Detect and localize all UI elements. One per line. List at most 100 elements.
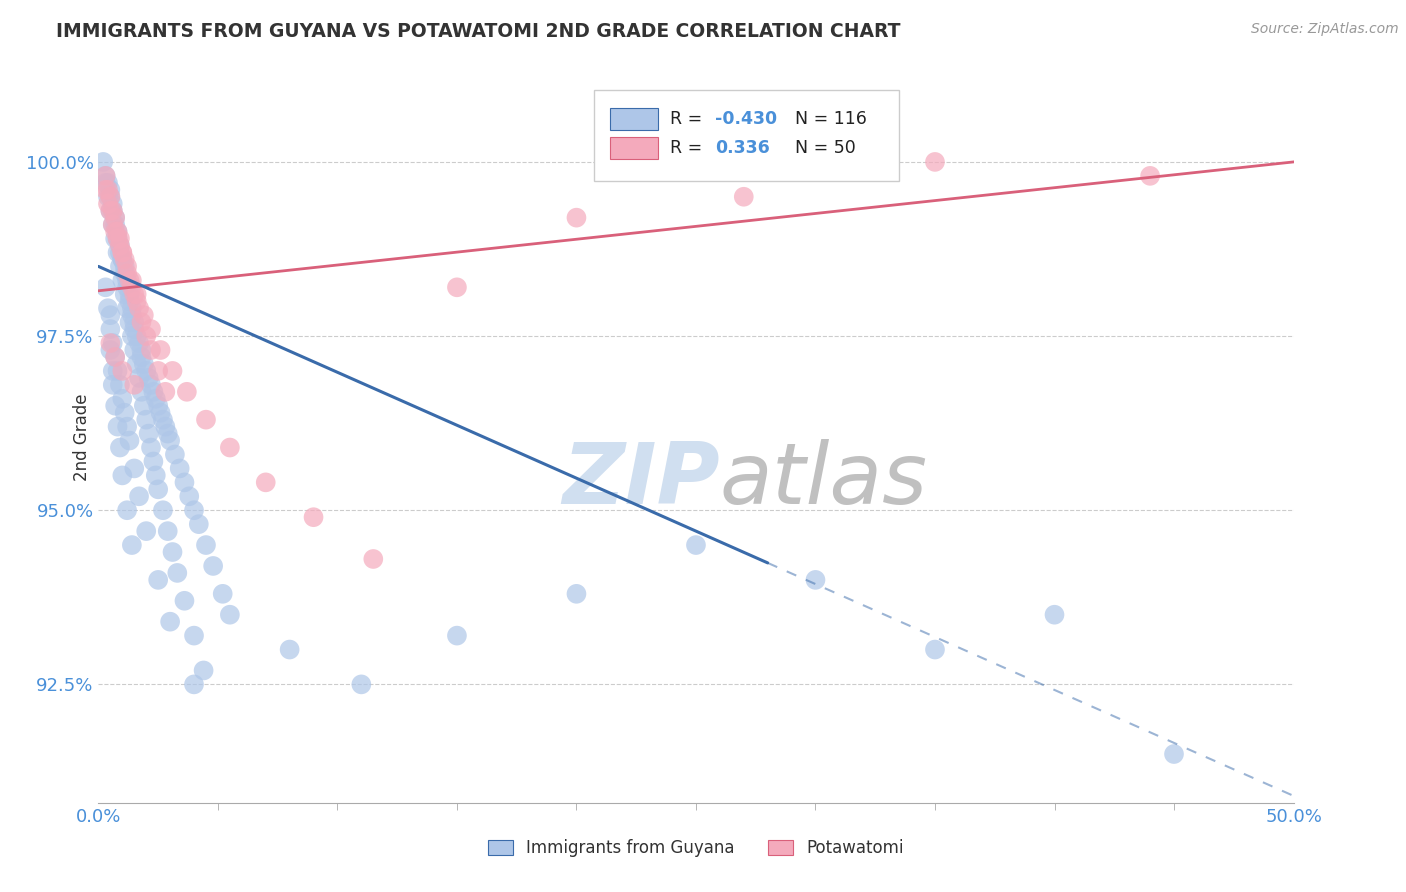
Point (145, 468, 167, 483)
Point (97, 176, 120, 190)
Point (104, 218, 127, 232)
Point (565, 587, 588, 601)
Point (91, 155, 114, 169)
Point (131, 384, 153, 399)
Point (124, 377, 146, 392)
Point (804, 573, 827, 587)
Point (111, 468, 134, 483)
Point (302, 510, 325, 524)
Point (139, 441, 162, 455)
Point (139, 322, 162, 336)
Point (121, 273, 143, 287)
Point (219, 607, 242, 622)
Point (128, 336, 150, 351)
Point (202, 558, 225, 573)
Point (115, 503, 138, 517)
Point (132, 399, 155, 413)
Point (94, 169, 117, 183)
Point (1163, 747, 1185, 761)
Point (115, 301, 138, 316)
Bar (610, 108, 658, 130)
Point (111, 245, 134, 260)
Point (166, 566, 188, 580)
Point (163, 448, 186, 462)
Point (138, 426, 160, 441)
Point (685, 538, 707, 552)
Point (179, 489, 201, 503)
Text: 0.336: 0.336 (716, 139, 770, 157)
Point (114, 287, 136, 301)
Point (111, 392, 134, 406)
Text: R =: R = (669, 139, 713, 157)
Text: -0.430: -0.430 (716, 110, 778, 128)
Point (114, 406, 136, 420)
Point (111, 252, 134, 267)
Point (108, 260, 131, 274)
Point (118, 294, 141, 309)
Point (132, 308, 155, 322)
Point (101, 203, 124, 218)
Point (149, 343, 172, 357)
Point (1043, 607, 1066, 622)
Point (107, 364, 129, 378)
Point (111, 252, 134, 267)
Point (148, 573, 170, 587)
Point (118, 315, 141, 329)
Point (124, 322, 146, 336)
Point (107, 225, 129, 239)
Point (254, 475, 277, 490)
Point (101, 377, 124, 392)
Point (121, 301, 143, 316)
Point (125, 329, 148, 343)
Point (139, 343, 162, 357)
Point (148, 399, 170, 413)
Point (104, 399, 127, 413)
Legend: Immigrants from Guyana, Potawatomi: Immigrants from Guyana, Potawatomi (481, 832, 911, 864)
Point (108, 238, 131, 252)
Point (132, 357, 155, 371)
Point (187, 517, 209, 532)
Point (135, 329, 157, 343)
Point (124, 315, 146, 329)
Point (135, 524, 157, 538)
Point (114, 260, 136, 274)
Point (924, 642, 946, 657)
Point (219, 441, 242, 455)
Point (104, 211, 127, 225)
Y-axis label: 2nd Grade: 2nd Grade (73, 393, 91, 481)
Point (115, 260, 138, 274)
Point (1139, 169, 1161, 183)
Point (195, 412, 218, 426)
Point (98, 190, 122, 204)
Point (101, 218, 124, 232)
Point (193, 664, 215, 678)
Point (128, 489, 150, 503)
Point (107, 419, 129, 434)
Point (145, 392, 167, 406)
Point (446, 280, 468, 294)
Point (121, 329, 143, 343)
Point (104, 211, 127, 225)
Point (155, 384, 177, 399)
Text: IMMIGRANTS FROM GUYANA VS POTAWATOMI 2ND GRADE CORRELATION CHART: IMMIGRANTS FROM GUYANA VS POTAWATOMI 2ND… (56, 22, 901, 41)
Point (98, 343, 122, 357)
Point (148, 364, 170, 378)
Point (101, 218, 124, 232)
Point (135, 364, 157, 378)
Point (101, 336, 124, 351)
Point (125, 357, 148, 371)
Point (98, 190, 122, 204)
Point (97, 183, 120, 197)
Point (733, 190, 755, 204)
Point (101, 364, 124, 378)
Point (98, 203, 122, 218)
Point (108, 238, 131, 252)
Point (121, 538, 143, 552)
Text: ZIP: ZIP (562, 440, 720, 523)
Point (173, 475, 195, 490)
Point (118, 434, 141, 448)
Point (121, 280, 143, 294)
Point (169, 461, 191, 475)
Point (114, 266, 136, 280)
Point (195, 538, 218, 552)
